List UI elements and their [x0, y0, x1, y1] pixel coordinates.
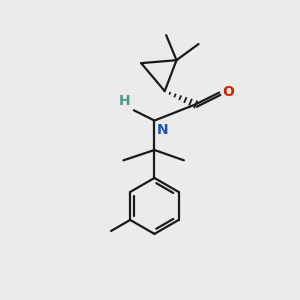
- Text: O: O: [223, 85, 235, 99]
- Text: H: H: [119, 94, 131, 108]
- Text: N: N: [157, 123, 168, 137]
